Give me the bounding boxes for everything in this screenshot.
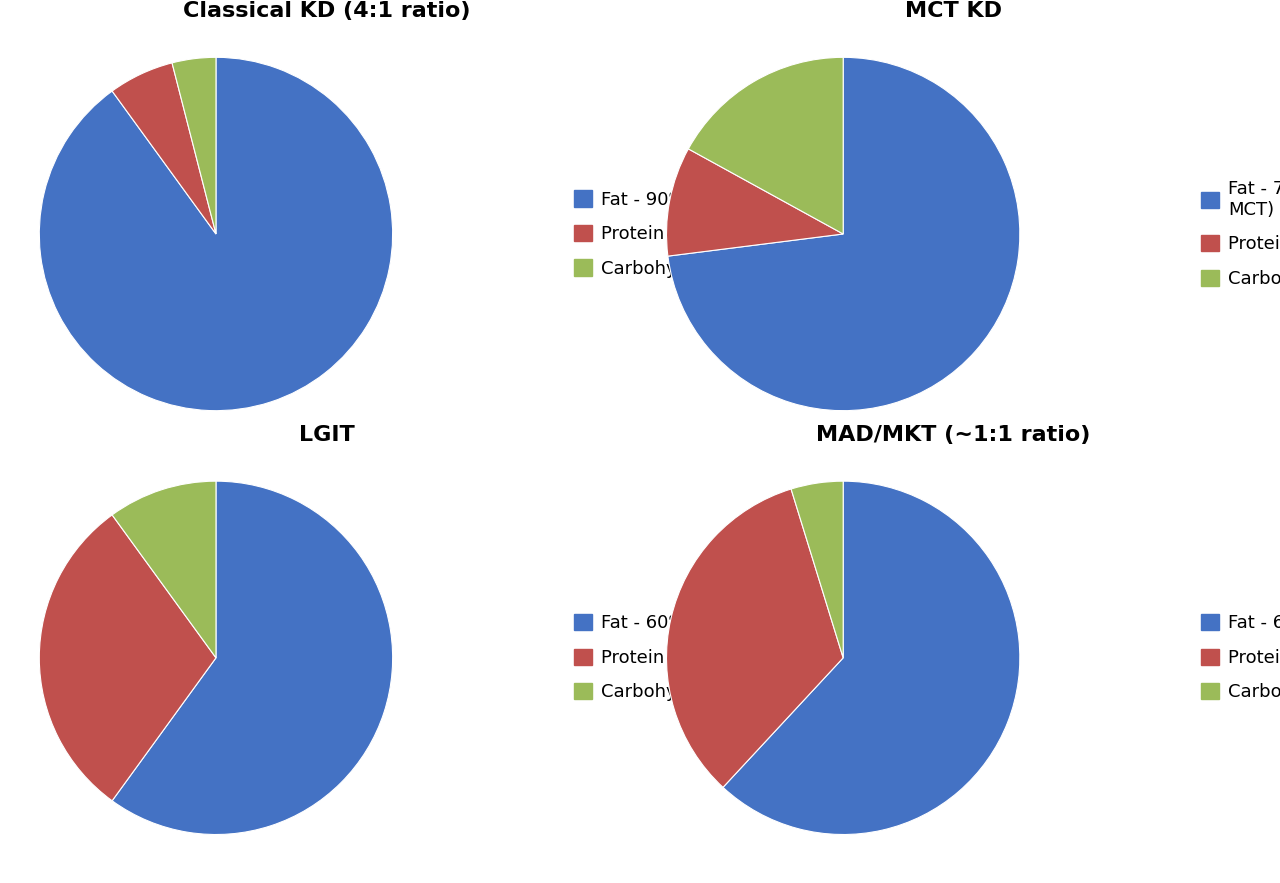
Title: LGIT: LGIT: [298, 425, 355, 445]
Wedge shape: [40, 515, 216, 801]
Legend: Fat - 65%, Protein - 35%, Carbohydrate - 5%: Fat - 65%, Protein - 35%, Carbohydrate -…: [1201, 615, 1280, 701]
Wedge shape: [172, 57, 216, 234]
Wedge shape: [40, 57, 393, 411]
Wedge shape: [113, 481, 216, 658]
Wedge shape: [667, 149, 844, 256]
Title: Classical KD (4:1 ratio): Classical KD (4:1 ratio): [183, 1, 470, 21]
Title: MCT KD: MCT KD: [905, 1, 1002, 21]
Wedge shape: [668, 57, 1020, 411]
Wedge shape: [791, 481, 844, 658]
Legend: Fat - 73% (30-60%
MCT), Protein - 10%, Carbohydrate - 17%: Fat - 73% (30-60% MCT), Protein - 10%, C…: [1201, 180, 1280, 288]
Wedge shape: [689, 57, 844, 234]
Legend: Fat - 60%, Protein - 30%, Carbohydrate - 10%: Fat - 60%, Protein - 30%, Carbohydrate -…: [573, 615, 782, 701]
Wedge shape: [113, 481, 393, 834]
Wedge shape: [113, 63, 216, 234]
Wedge shape: [723, 481, 1020, 834]
Title: MAD/MKT (~1:1 ratio): MAD/MKT (~1:1 ratio): [817, 425, 1091, 445]
Legend: Fat - 90%, Protein - 6%, Carbohydrate - 4%: Fat - 90%, Protein - 6%, Carbohydrate - …: [573, 191, 772, 277]
Wedge shape: [667, 489, 844, 788]
